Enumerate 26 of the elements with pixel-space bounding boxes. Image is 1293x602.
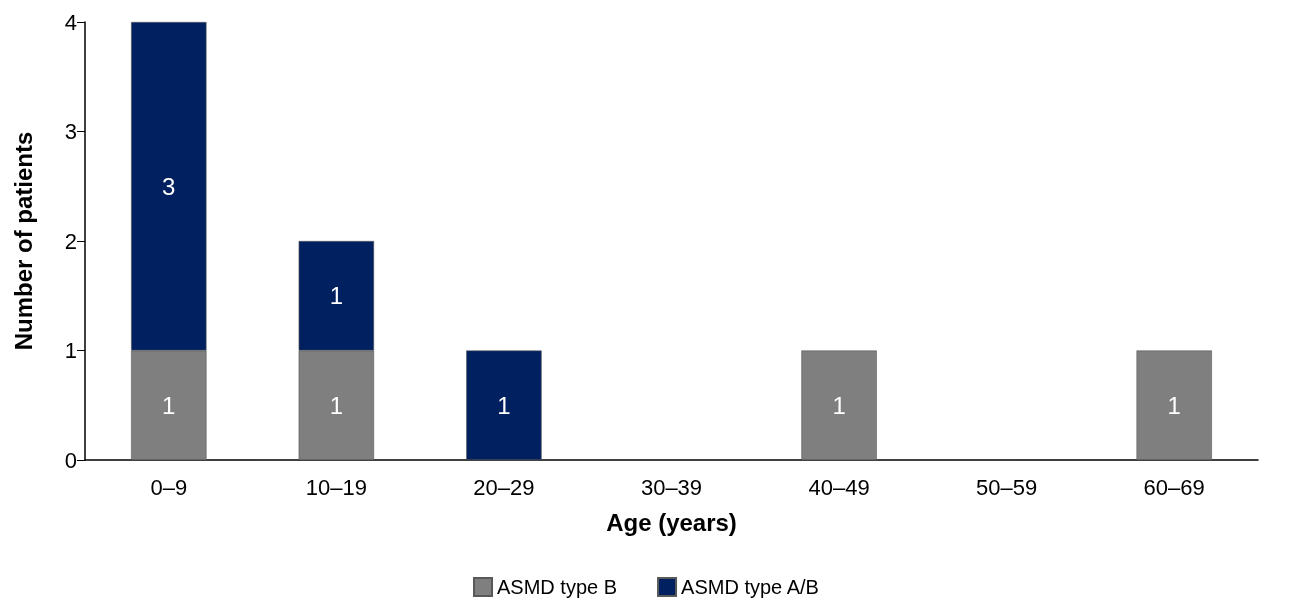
bar <box>801 350 877 460</box>
data-label: 1 <box>329 282 344 310</box>
x-tick-label: 60–69 <box>1143 474 1205 500</box>
data-label: 1 <box>329 391 344 419</box>
data-label: 1 <box>832 391 846 419</box>
legend-label: ASMD type B <box>497 576 618 598</box>
x-tick-label: 20–29 <box>473 474 535 500</box>
data-label: 1 <box>1167 391 1181 419</box>
x-axis-title: Age (years) <box>606 508 737 536</box>
x-tick-label: 50–59 <box>976 474 1038 500</box>
y-tick-label: 2 <box>64 228 77 254</box>
y-tick-label: 4 <box>64 9 77 35</box>
legend-label: ASMD type A/B <box>681 576 819 598</box>
x-tick-label: 0–9 <box>150 474 188 500</box>
bar <box>466 350 542 460</box>
x-tick-label: 30–39 <box>640 474 703 500</box>
data-label: 3 <box>162 172 176 200</box>
data-label: 1 <box>497 391 511 419</box>
y-tick-label: 3 <box>64 119 77 144</box>
y-tick-label: 0 <box>64 447 77 473</box>
x-tick-label: 40–49 <box>808 474 870 500</box>
x-tick-label: 10–19 <box>305 474 367 500</box>
y-tick-label: 1 <box>64 338 77 363</box>
data-label: 1 <box>162 391 176 419</box>
bar <box>1136 350 1212 460</box>
y-axis-title: Number of patients <box>9 131 37 351</box>
